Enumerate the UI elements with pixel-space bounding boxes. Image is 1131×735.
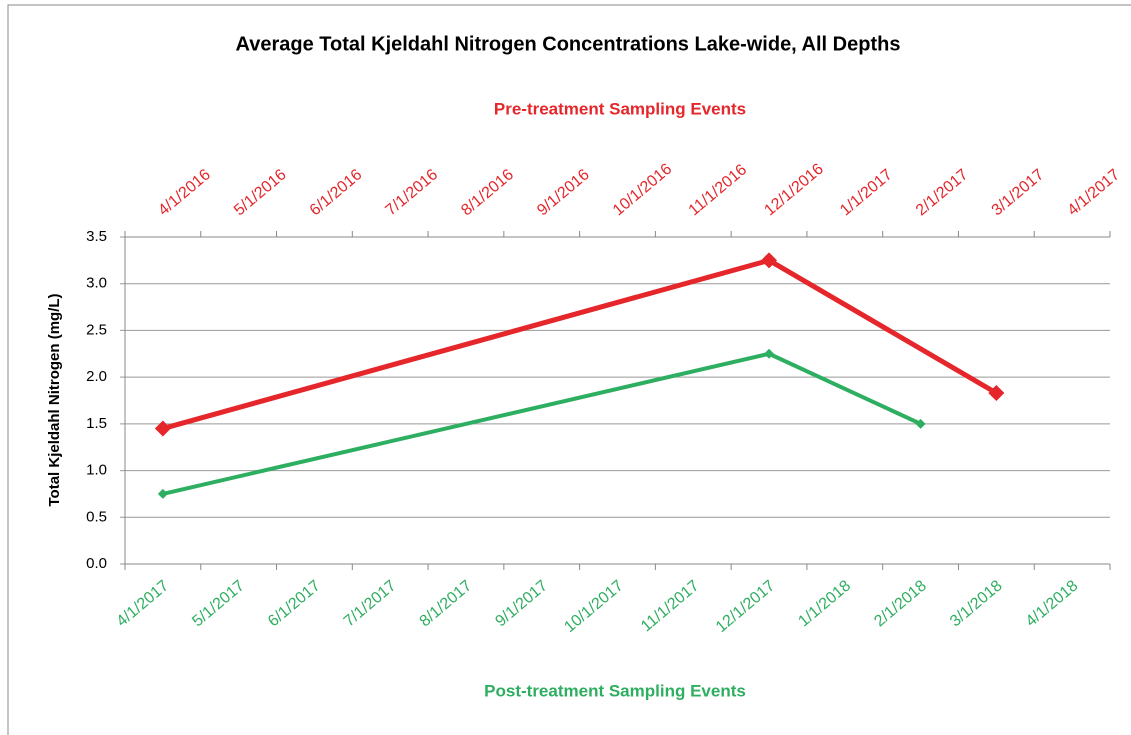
y-tick-label: 1.0 xyxy=(86,462,107,479)
chart-title: Average Total Kjeldahl Nitrogen Concentr… xyxy=(236,33,901,55)
y-tick-label: 1.5 xyxy=(86,415,107,432)
y-tick-label: 0.0 xyxy=(86,555,107,572)
y-axis-title: Total Kjeldahl Nitrogen (mg/L) xyxy=(46,293,63,506)
marker xyxy=(764,348,775,359)
bottom-axis-title: Post-treatment Sampling Events xyxy=(484,681,746,700)
y-tick-label: 3.5 xyxy=(86,228,107,245)
chart-border xyxy=(7,4,1131,735)
y-tick-label: 0.5 xyxy=(86,508,107,525)
y-tick-label: 2.5 xyxy=(86,321,107,338)
y-tick-label: 2.0 xyxy=(86,368,107,385)
marker xyxy=(988,385,1005,402)
marker xyxy=(154,420,171,437)
y-tick-label: 3.0 xyxy=(86,275,107,292)
marker xyxy=(157,488,168,499)
marker xyxy=(761,252,778,269)
marker xyxy=(915,418,926,429)
top-axis-title: Pre-treatment Sampling Events xyxy=(494,99,746,118)
